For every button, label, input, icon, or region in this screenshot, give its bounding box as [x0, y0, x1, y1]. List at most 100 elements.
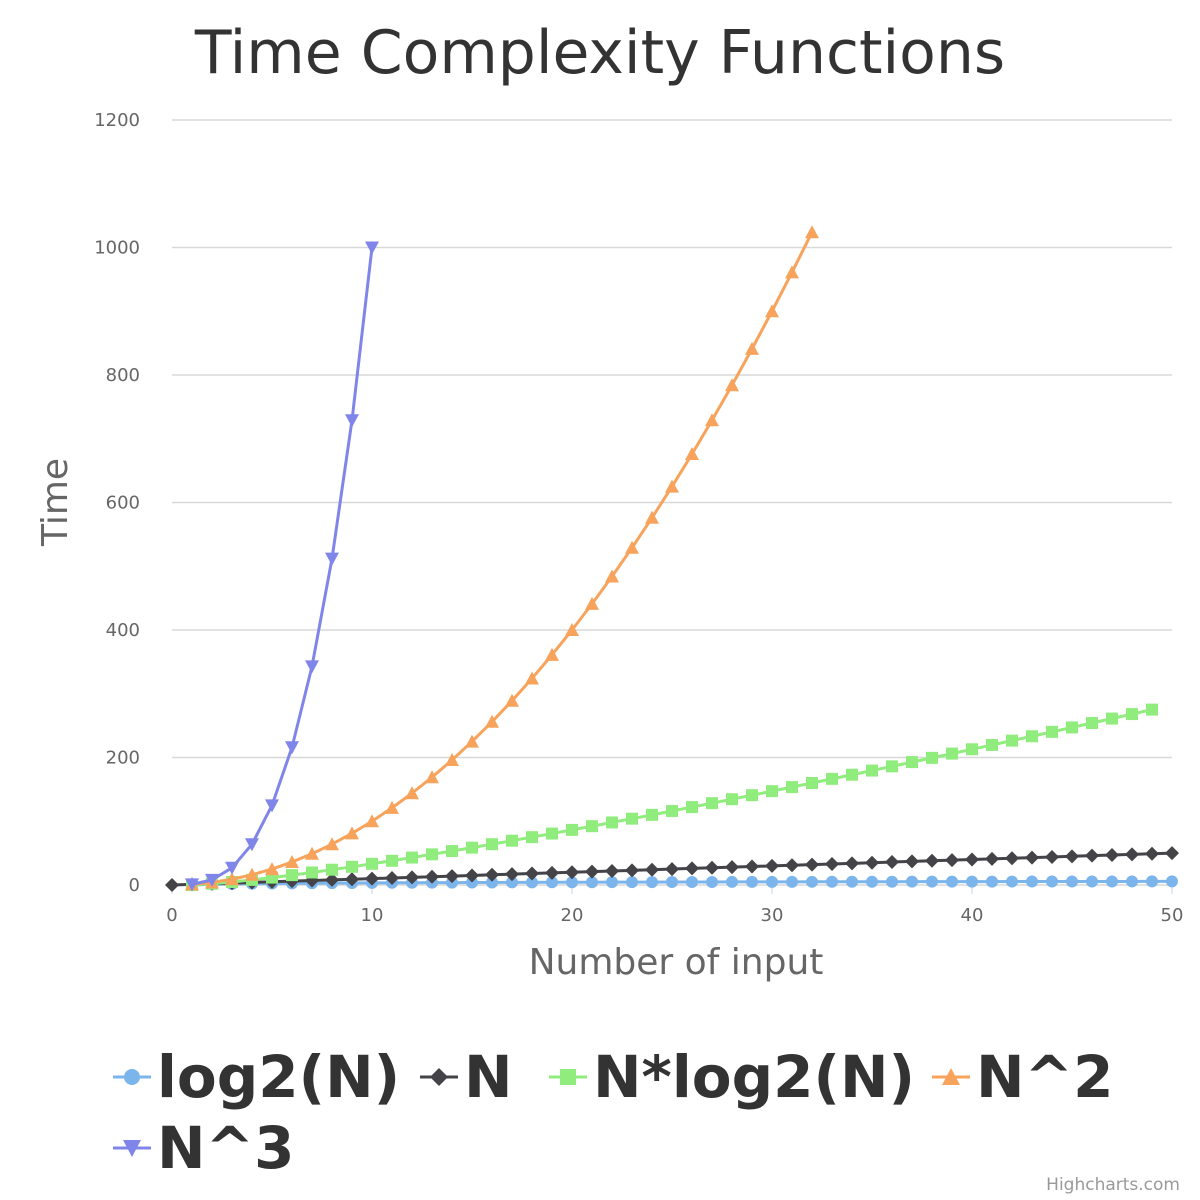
point-n[interactable]	[725, 860, 739, 875]
point-n-log2-n[interactable]	[806, 777, 818, 789]
point-log2-n[interactable]	[746, 875, 758, 888]
point-n-log2-n[interactable]	[1046, 725, 1058, 738]
point-n[interactable]	[445, 869, 459, 884]
point-n[interactable]	[905, 854, 919, 869]
point-n-2[interactable]	[245, 867, 259, 881]
point-n[interactable]	[1065, 849, 1079, 864]
point-log2-n[interactable]	[946, 875, 958, 888]
point-n-2[interactable]	[625, 540, 639, 554]
series-line-n-2[interactable]	[190, 230, 814, 886]
point-log2-n[interactable]	[906, 875, 918, 888]
point-n-2[interactable]	[305, 846, 319, 860]
point-n[interactable]	[485, 867, 499, 882]
point-n-2[interactable]	[645, 510, 659, 524]
point-n[interactable]	[505, 867, 519, 882]
point-n-log2-n[interactable]	[666, 804, 678, 817]
point-n[interactable]	[985, 851, 999, 866]
point-n[interactable]	[405, 870, 419, 885]
point-n-log2-n[interactable]	[566, 823, 578, 836]
point-n-log2-n[interactable]	[1026, 730, 1038, 743]
point-n-2[interactable]	[685, 447, 699, 461]
point-n[interactable]	[1005, 851, 1019, 866]
legend-item-log2-n[interactable]: log2(N)	[113, 1043, 400, 1111]
point-log2-n[interactable]	[846, 875, 858, 888]
point-n[interactable]	[1085, 848, 1099, 863]
point-log2-n[interactable]	[726, 875, 738, 888]
point-n-log2-n[interactable]	[546, 827, 558, 840]
point-n-2[interactable]	[565, 623, 579, 636]
legend-symbol[interactable]	[560, 1069, 576, 1085]
point-log2-n[interactable]	[706, 875, 718, 888]
point-log2-n[interactable]	[1066, 875, 1078, 888]
point-log2-n[interactable]	[806, 875, 818, 888]
point-n-log2-n[interactable]	[1066, 721, 1078, 734]
point-log2-n[interactable]	[766, 875, 778, 888]
point-n-log2-n[interactable]	[1146, 703, 1158, 716]
point-n[interactable]	[1025, 850, 1039, 865]
point-log2-n[interactable]	[986, 875, 998, 888]
point-n[interactable]	[585, 864, 599, 879]
point-n-2[interactable]	[405, 786, 419, 800]
point-n-log2-n[interactable]	[606, 816, 618, 829]
point-n[interactable]	[685, 861, 699, 876]
point-n-3[interactable]	[185, 878, 199, 892]
point-n-2[interactable]	[665, 479, 679, 493]
point-n-log2-n[interactable]	[906, 756, 918, 769]
point-n-3[interactable]	[285, 741, 299, 755]
point-n-log2-n[interactable]	[486, 838, 498, 851]
point-log2-n[interactable]	[826, 875, 838, 888]
point-n-log2-n[interactable]	[406, 851, 418, 864]
point-log2-n[interactable]	[1146, 875, 1158, 888]
point-n-3[interactable]	[365, 241, 379, 255]
legend-symbol[interactable]	[430, 1068, 448, 1086]
point-n-2[interactable]	[525, 671, 539, 685]
point-n-log2-n[interactable]	[466, 841, 478, 854]
point-n-log2-n[interactable]	[1126, 708, 1138, 721]
point-n-2[interactable]	[745, 341, 759, 355]
point-n-log2-n[interactable]	[506, 834, 518, 847]
point-n-2[interactable]	[285, 855, 299, 869]
point-n-2[interactable]	[585, 596, 599, 610]
point-n[interactable]	[665, 862, 679, 877]
point-log2-n[interactable]	[1006, 875, 1018, 888]
point-n[interactable]	[785, 858, 799, 873]
point-n-log2-n[interactable]	[986, 738, 998, 751]
point-n-3[interactable]	[245, 838, 259, 852]
point-n-2[interactable]	[365, 814, 379, 828]
point-n-log2-n[interactable]	[1106, 712, 1118, 725]
point-log2-n[interactable]	[666, 876, 678, 889]
point-n[interactable]	[745, 859, 759, 874]
point-n-log2-n[interactable]	[786, 781, 798, 794]
point-n[interactable]	[1045, 849, 1059, 864]
point-log2-n[interactable]	[466, 876, 478, 889]
point-n-3[interactable]	[345, 414, 359, 428]
point-n-2[interactable]	[385, 800, 399, 814]
legend-item-n-2[interactable]: N^2	[932, 1043, 1114, 1111]
point-log2-n[interactable]	[686, 876, 698, 889]
point-n[interactable]	[1165, 846, 1179, 861]
point-n-log2-n[interactable]	[726, 793, 738, 806]
point-n-2[interactable]	[445, 753, 459, 767]
point-n[interactable]	[965, 852, 979, 867]
point-n-2[interactable]	[465, 734, 479, 748]
point-n[interactable]	[1105, 848, 1119, 863]
point-n[interactable]	[565, 865, 579, 880]
point-n-log2-n[interactable]	[886, 760, 898, 773]
point-n[interactable]	[705, 860, 719, 875]
point-n[interactable]	[845, 856, 859, 871]
point-n-log2-n[interactable]	[306, 866, 318, 879]
point-n-2[interactable]	[725, 378, 739, 392]
point-n[interactable]	[345, 872, 359, 887]
point-n-log2-n[interactable]	[846, 768, 858, 781]
point-log2-n[interactable]	[1106, 875, 1118, 888]
point-n[interactable]	[825, 856, 839, 871]
point-n-log2-n[interactable]	[946, 747, 958, 760]
point-log2-n[interactable]	[486, 876, 498, 889]
point-n-2[interactable]	[325, 837, 339, 851]
point-log2-n[interactable]	[586, 876, 598, 889]
point-n-2[interactable]	[485, 714, 499, 728]
point-log2-n[interactable]	[1046, 875, 1058, 888]
point-log2-n[interactable]	[566, 876, 578, 889]
point-n[interactable]	[625, 863, 639, 878]
point-log2-n[interactable]	[546, 876, 558, 889]
